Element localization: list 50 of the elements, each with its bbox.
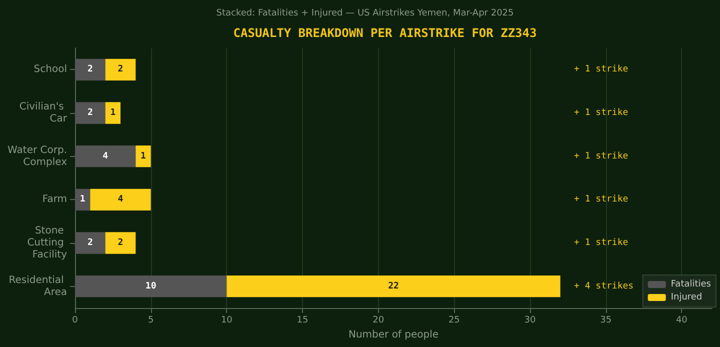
x-tick-label: 35	[600, 316, 612, 326]
legend-label: Injured	[670, 292, 702, 302]
bar	[105, 232, 136, 254]
x-tick-label: 25	[448, 316, 460, 326]
y-tick-label: School	[34, 64, 67, 76]
legend-label: Fatalities	[670, 280, 712, 290]
x-tick-label: 15	[296, 316, 308, 326]
annotation: + 4 strikes	[574, 281, 634, 292]
data-label: 4	[102, 151, 109, 162]
bar	[75, 102, 106, 124]
y-tick-label: Civilian's Car	[19, 102, 68, 124]
data-label: 2	[87, 64, 93, 75]
bar	[136, 146, 151, 168]
chart-subtitle: Stacked: Fatalities + Injured — US Airstrikes Yemen, Mar-Apr 2025	[216, 8, 514, 18]
y-tick-label: Water Corp. Complex	[8, 144, 68, 168]
bar	[105, 58, 136, 80]
bar	[75, 188, 90, 210]
data-label: 22	[388, 281, 399, 292]
annotation: + 1 strike	[574, 108, 628, 118]
bar	[75, 276, 227, 298]
y-tick-label: Farm	[42, 194, 67, 206]
data-label: 1	[140, 151, 146, 162]
data-label: 1	[110, 108, 116, 118]
x-tick-label: 10	[220, 316, 233, 326]
x-tick-label: 0	[72, 316, 78, 326]
bar	[75, 232, 106, 254]
data-label: 2	[87, 238, 93, 248]
annotation: + 1 strike	[574, 151, 628, 162]
x-tick-label: 5	[148, 316, 154, 326]
bar	[226, 276, 560, 298]
chart-title: CASUALTY BREAKDOWN PER AIRSTRIKE FOR ZZ343	[233, 26, 537, 40]
y-tick-label: Residential Area	[8, 274, 67, 298]
bar	[90, 188, 151, 210]
annotation: + 1 strike	[574, 194, 628, 205]
x-tick-label: 20	[372, 316, 384, 326]
data-label: 2	[118, 64, 124, 75]
annotation: + 1 strike	[574, 64, 628, 75]
data-label: 4	[118, 194, 124, 205]
y-tick-label: Stone Cutting Facility	[27, 226, 68, 260]
x-axis-title: Number of people	[348, 330, 439, 340]
bar	[75, 146, 136, 168]
data-label: 1	[80, 194, 86, 205]
data-label: 10	[145, 281, 156, 292]
x-tick-label: 30	[524, 316, 536, 326]
x-tick-label: 40	[676, 316, 688, 326]
data-label: 2	[118, 238, 124, 248]
data-label: 2	[87, 108, 93, 118]
bar	[75, 58, 106, 80]
annotation: + 1 strike	[574, 238, 628, 248]
bar	[105, 102, 120, 124]
